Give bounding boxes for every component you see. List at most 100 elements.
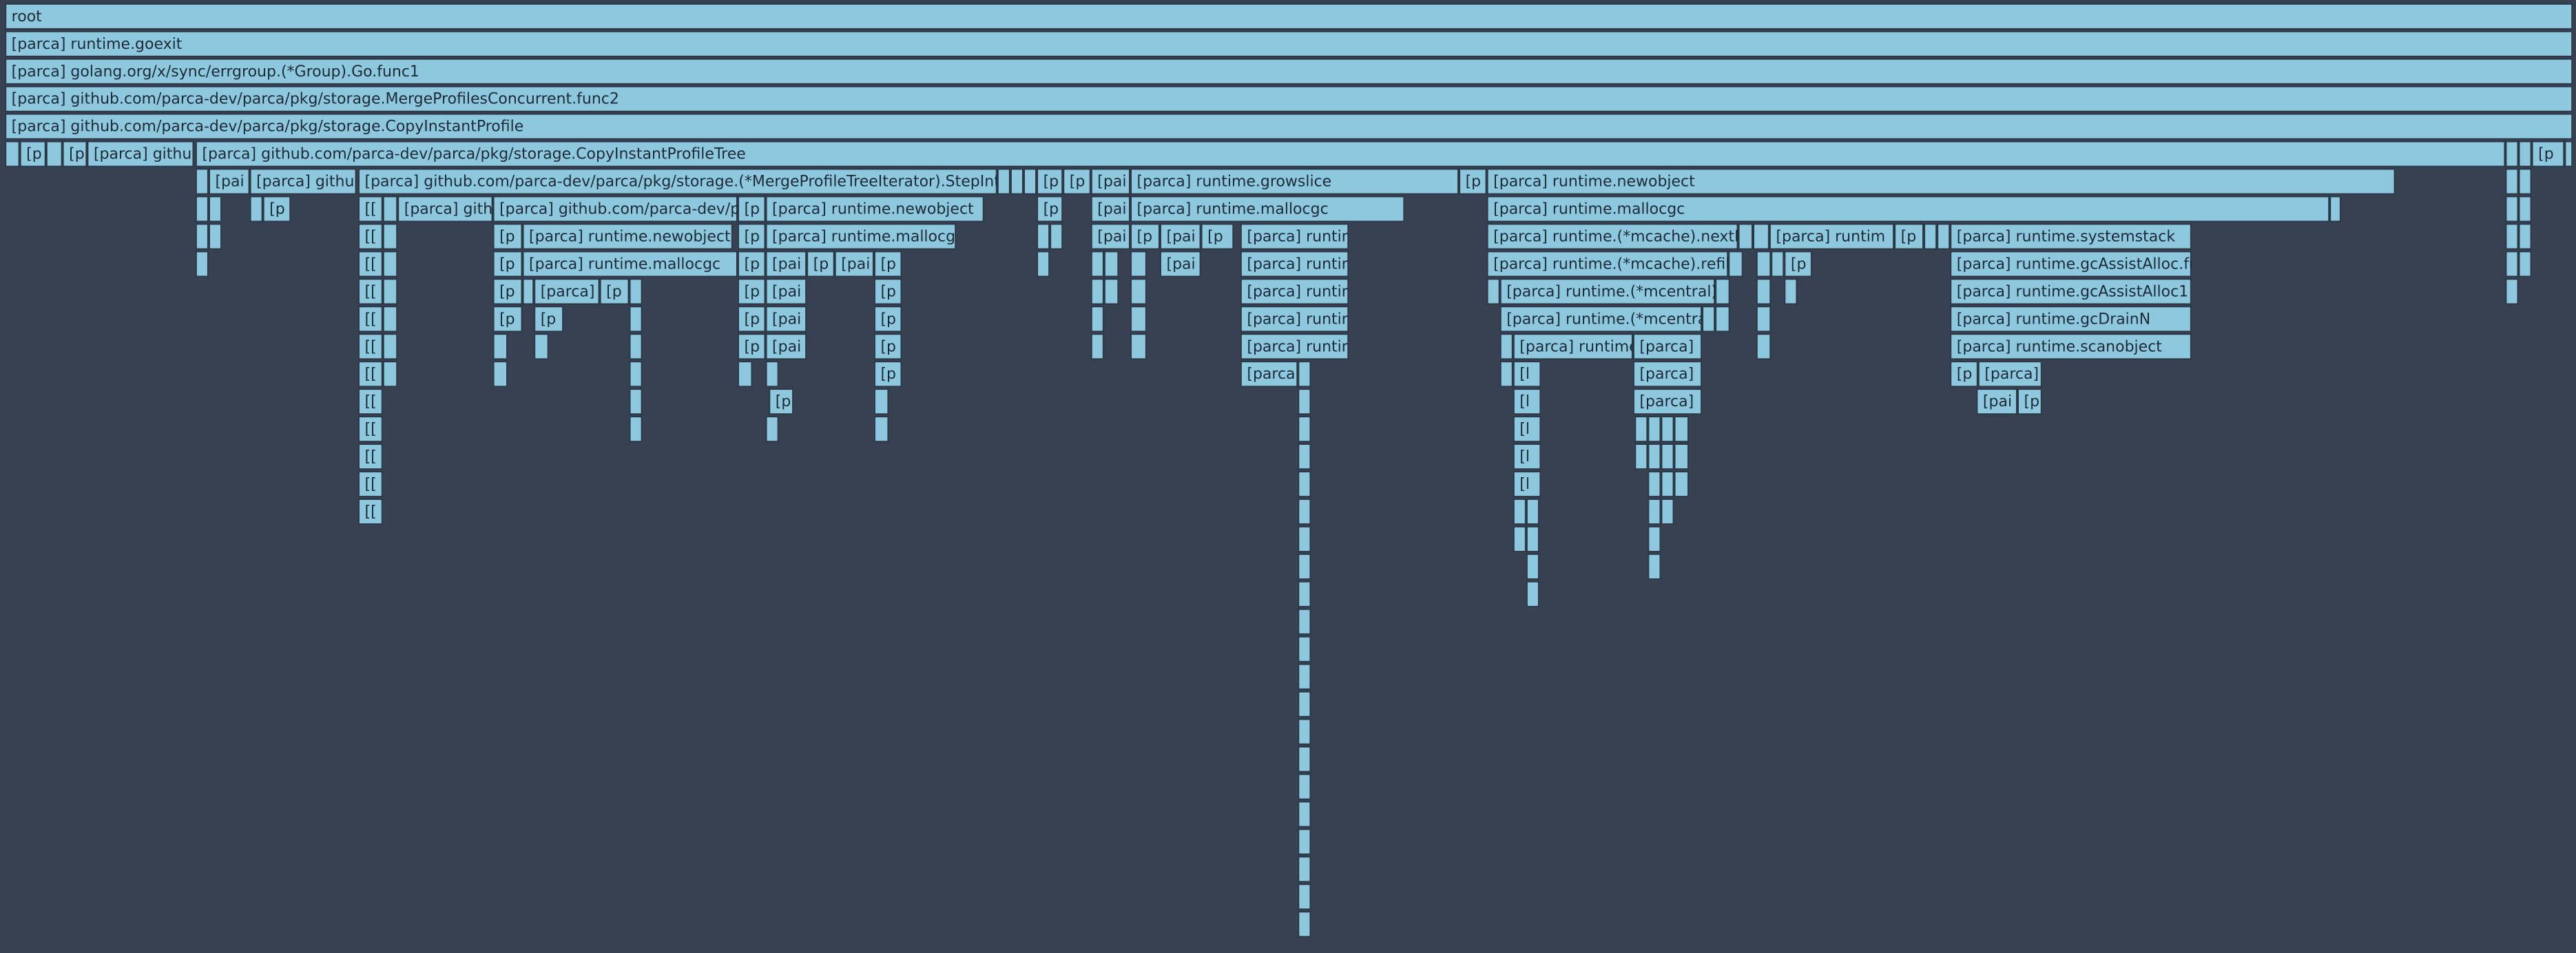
frame[interactable]: [1090, 333, 1104, 360]
frame[interactable]: [l: [1513, 416, 1541, 443]
frame[interactable]: [1298, 718, 1311, 745]
frame[interactable]: [629, 333, 643, 360]
frame[interactable]: [1661, 416, 1674, 443]
frame[interactable]: [p: [873, 361, 902, 388]
frame[interactable]: [492, 361, 508, 388]
frame[interactable]: [1715, 278, 1730, 305]
frame[interactable]: [parca]: [1632, 361, 1703, 388]
frame[interactable]: [2518, 140, 2532, 167]
frame[interactable]: [492, 333, 508, 360]
frame[interactable]: [1298, 883, 1311, 910]
frame[interactable]: [1037, 223, 1050, 250]
frame[interactable]: [2505, 223, 2519, 250]
frame[interactable]: [1924, 223, 1938, 250]
frame[interactable]: [parca] runtime.newobject: [765, 196, 984, 222]
frame[interactable]: [1298, 663, 1311, 690]
frame[interactable]: [1499, 361, 1513, 388]
frame[interactable]: [p: [1201, 223, 1234, 250]
frame[interactable]: [629, 306, 643, 333]
frame[interactable]: [1756, 306, 1772, 333]
frame[interactable]: [2505, 140, 2519, 167]
frame[interactable]: [765, 361, 779, 388]
frame[interactable]: [5, 140, 20, 167]
frame[interactable]: [pai: [1090, 168, 1131, 195]
frame[interactable]: [1090, 278, 1104, 305]
frame[interactable]: [737, 361, 753, 388]
frame[interactable]: [pai: [765, 333, 807, 360]
frame[interactable]: [parca] runtime.newobject: [522, 223, 733, 250]
frame[interactable]: [parca] runtir: [1240, 306, 1349, 333]
frame[interactable]: [p: [737, 223, 766, 250]
frame[interactable]: [522, 278, 534, 305]
frame[interactable]: [p: [873, 251, 902, 277]
frame[interactable]: [1715, 306, 1730, 333]
frame[interactable]: [pai: [1976, 388, 2018, 415]
frame[interactable]: [parca] runtir: [1240, 223, 1349, 250]
frame[interactable]: [1037, 251, 1050, 277]
frame[interactable]: [1771, 251, 1785, 277]
frame[interactable]: [1728, 251, 1743, 277]
frame[interactable]: [parca] runtime.(*mcentra: [1499, 306, 1707, 333]
frame[interactable]: [parca] github.com/parca-dev/parca/pkg/s…: [195, 140, 2506, 167]
frame[interactable]: [1090, 306, 1104, 333]
frame[interactable]: [parca]: [534, 278, 600, 305]
frame[interactable]: [pai: [1090, 223, 1131, 250]
frame[interactable]: [208, 223, 222, 250]
frame[interactable]: [parca: [1240, 361, 1298, 388]
frame[interactable]: [p: [1784, 251, 1812, 277]
frame[interactable]: [1130, 333, 1147, 360]
frame[interactable]: [p: [1130, 223, 1160, 250]
frame[interactable]: [1130, 278, 1147, 305]
frame[interactable]: [1937, 223, 1951, 250]
frame[interactable]: [p: [1037, 196, 1063, 222]
frame[interactable]: [p: [1950, 361, 1978, 388]
frame[interactable]: root: [5, 3, 2573, 30]
frame[interactable]: [1648, 553, 1661, 580]
frame[interactable]: [2505, 196, 2519, 222]
frame[interactable]: [[: [357, 196, 383, 222]
frame[interactable]: [2505, 278, 2519, 305]
frame[interactable]: [1298, 911, 1311, 938]
frame[interactable]: [p: [2017, 388, 2042, 415]
frame[interactable]: [1674, 470, 1689, 498]
frame[interactable]: [parca] runtime.systemstack: [1950, 223, 2192, 250]
frame[interactable]: [pai: [1159, 223, 1201, 250]
frame[interactable]: [parca]: [1977, 361, 2042, 388]
frame[interactable]: [parca]: [1632, 388, 1703, 415]
frame[interactable]: [p: [262, 196, 291, 222]
frame[interactable]: [1648, 443, 1661, 470]
frame[interactable]: [1674, 443, 1689, 470]
frame[interactable]: [1648, 525, 1661, 553]
frame[interactable]: [parca] gith: [397, 196, 493, 222]
frame[interactable]: [p: [807, 251, 835, 277]
frame[interactable]: [l: [1513, 361, 1541, 388]
frame[interactable]: [1674, 416, 1689, 443]
frame[interactable]: [p: [1459, 168, 1487, 195]
frame[interactable]: [parca] runtim: [1769, 223, 1895, 250]
frame[interactable]: [parca] runtime: [1513, 333, 1639, 360]
frame[interactable]: [1526, 498, 1539, 525]
frame[interactable]: [[: [357, 251, 383, 277]
frame[interactable]: [parca] githu: [249, 168, 357, 195]
frame[interactable]: [p: [737, 251, 766, 277]
frame[interactable]: [p: [1894, 223, 1924, 250]
frame[interactable]: [2564, 140, 2573, 167]
frame[interactable]: [[: [357, 333, 383, 360]
frame[interactable]: [pai: [765, 306, 807, 333]
frame[interactable]: [p: [873, 278, 902, 305]
frame[interactable]: [parca] github.com/parca-dev/p: [492, 196, 740, 222]
frame[interactable]: [parca] runtir: [1240, 251, 1349, 277]
frame[interactable]: [45, 140, 63, 167]
frame[interactable]: [p: [737, 196, 766, 222]
frame[interactable]: [1298, 856, 1311, 883]
frame[interactable]: [parca] runtime.mallocg: [765, 223, 957, 250]
frame[interactable]: [1648, 470, 1661, 498]
frame[interactable]: [parca] runtime.gcAssistAlloc1: [1950, 278, 2192, 305]
frame[interactable]: [parca] runtir: [1240, 278, 1349, 305]
frame[interactable]: [[: [357, 361, 383, 388]
frame[interactable]: [2505, 168, 2519, 195]
frame[interactable]: [parca]: [1632, 333, 1703, 360]
frame[interactable]: [382, 278, 398, 305]
frame[interactable]: [l: [1513, 470, 1541, 498]
frame[interactable]: [2329, 196, 2341, 222]
